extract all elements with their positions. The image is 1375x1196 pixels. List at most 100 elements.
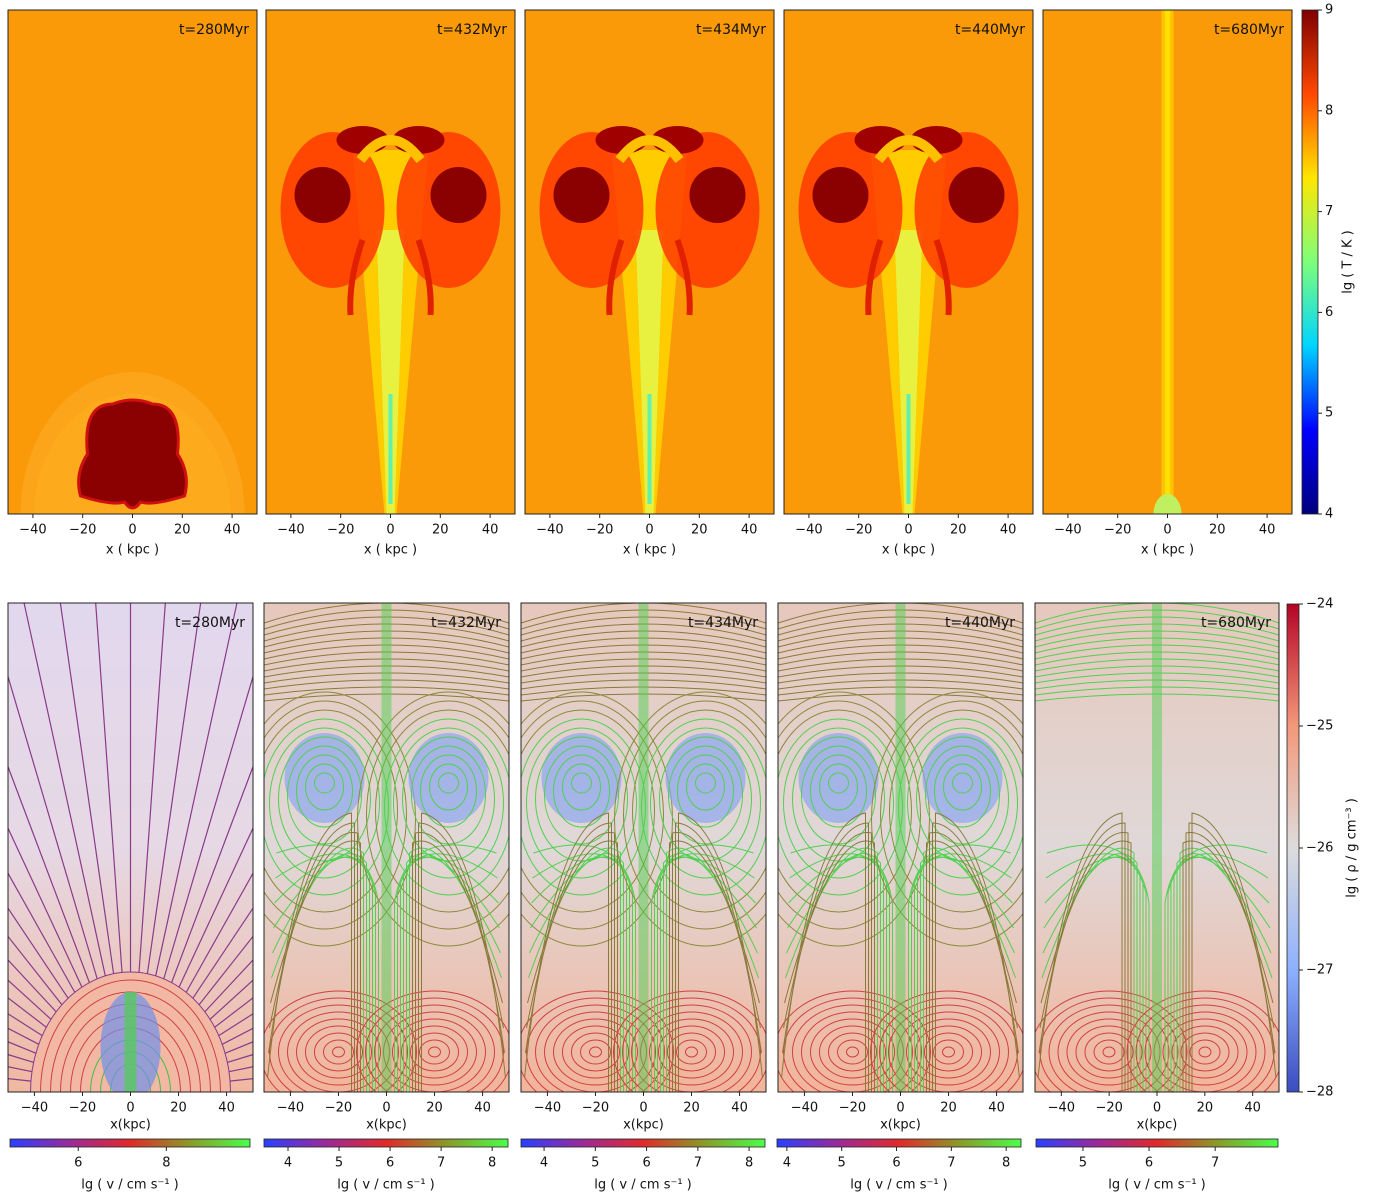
colorbar-tick-label: 6 bbox=[892, 1156, 900, 1171]
lobe-core bbox=[949, 167, 1005, 223]
colorbar-label: lg ( ρ / g cm⁻³ ) bbox=[1345, 798, 1360, 898]
hot-bubble bbox=[79, 400, 187, 508]
colorbar bbox=[521, 1139, 765, 1147]
lobe-core bbox=[813, 167, 869, 223]
jet-cold-core bbox=[907, 394, 911, 504]
panel-title: t=434Myr bbox=[696, 22, 766, 38]
colorbar bbox=[1287, 604, 1299, 1092]
colorbar-tick-label: 4 bbox=[540, 1156, 548, 1171]
panel-title: t=280Myr bbox=[179, 22, 249, 38]
colorbar-tick-label: 5 bbox=[335, 1156, 343, 1171]
colorbar-label: lg ( v / cm s⁻¹ ) bbox=[337, 1178, 435, 1193]
x-tick-label: −40 bbox=[277, 523, 304, 538]
colorbar-tick-label: 5 bbox=[1079, 1156, 1087, 1171]
lobe-core bbox=[295, 167, 351, 223]
colorbar-tick-label: −25 bbox=[1306, 719, 1333, 734]
x-tick-label: 0 bbox=[639, 1101, 647, 1116]
x-tick-label: −20 bbox=[845, 523, 872, 538]
x-tick-label: 0 bbox=[904, 523, 912, 538]
x-tick-label: −40 bbox=[1054, 523, 1081, 538]
field-map bbox=[491, 603, 797, 1113]
jet bbox=[125, 992, 137, 1092]
x-tick-label: 0 bbox=[1163, 523, 1171, 538]
x-axis-label: x ( kpc ) bbox=[106, 543, 159, 558]
colorbar-tick-label: 8 bbox=[162, 1156, 170, 1171]
x-tick-label: 0 bbox=[128, 523, 136, 538]
x-tick-label: 40 bbox=[224, 523, 241, 538]
colorbar-tick-label: 6 bbox=[642, 1156, 650, 1171]
jet bbox=[896, 603, 906, 1092]
colorbar-tick-label: 8 bbox=[745, 1156, 753, 1171]
colorbar-tick-label: 7 bbox=[694, 1156, 702, 1171]
x-axis-label: x ( kpc ) bbox=[882, 543, 935, 558]
x-tick-label: −40 bbox=[21, 1101, 48, 1116]
colorbar-tick-label: 6 bbox=[74, 1156, 82, 1171]
x-tick-label: −40 bbox=[19, 523, 46, 538]
colorbar bbox=[1302, 10, 1318, 514]
field-map bbox=[525, 10, 774, 514]
colorbar bbox=[264, 1139, 508, 1147]
x-tick-label: −40 bbox=[1048, 1101, 1075, 1116]
colorbar bbox=[777, 1139, 1021, 1147]
x-tick-label: 0 bbox=[382, 1101, 390, 1116]
x-tick-label: −20 bbox=[1104, 523, 1131, 538]
x-tick-label: −40 bbox=[534, 1101, 561, 1116]
x-tick-label: 0 bbox=[645, 523, 653, 538]
x-tick-label: 20 bbox=[940, 1101, 957, 1116]
colorbar-tick-label: 5 bbox=[838, 1156, 846, 1171]
panel-title: t=432Myr bbox=[437, 22, 507, 38]
colorbar-tick-label: 6 bbox=[1325, 305, 1333, 320]
x-tick-label: 40 bbox=[741, 523, 758, 538]
x-tick-label: −20 bbox=[69, 1101, 96, 1116]
colorbar-label: lg ( v / cm s⁻¹ ) bbox=[594, 1178, 692, 1193]
field-map bbox=[748, 603, 1054, 1113]
field-map bbox=[266, 10, 515, 514]
colorbar-tick-label: 4 bbox=[1325, 507, 1333, 522]
x-tick-label: −20 bbox=[586, 523, 613, 538]
lobe-core bbox=[554, 167, 610, 223]
field-map bbox=[234, 603, 540, 1113]
jet-cold-core bbox=[648, 394, 652, 504]
colorbar-tick-label: −24 bbox=[1306, 597, 1333, 612]
colorbar bbox=[10, 1139, 250, 1147]
x-tick-label: −40 bbox=[536, 523, 563, 538]
x-tick-label: 20 bbox=[691, 523, 708, 538]
x-tick-label: −40 bbox=[791, 1101, 818, 1116]
jet-core bbox=[1165, 10, 1170, 514]
x-tick-label: 0 bbox=[896, 1101, 904, 1116]
jet bbox=[382, 603, 392, 1092]
x-axis-label: x(kpc) bbox=[1137, 1118, 1178, 1133]
colorbar-tick-label: 7 bbox=[947, 1156, 955, 1171]
x-tick-label: −20 bbox=[327, 523, 354, 538]
field-map bbox=[784, 10, 1033, 514]
x-axis-label: x ( kpc ) bbox=[1141, 543, 1194, 558]
x-tick-label: 20 bbox=[170, 1101, 187, 1116]
x-axis-label: x(kpc) bbox=[623, 1118, 664, 1133]
colorbar-tick-label: 4 bbox=[284, 1156, 292, 1171]
x-tick-label: 20 bbox=[426, 1101, 443, 1116]
x-tick-label: −40 bbox=[795, 523, 822, 538]
panel-title: t=434Myr bbox=[688, 615, 758, 631]
colorbar-tick-label: 6 bbox=[1145, 1156, 1153, 1171]
panel-title: t=440Myr bbox=[955, 22, 1025, 38]
colorbar-tick-label: 9 bbox=[1325, 3, 1333, 18]
colorbar-tick-label: 5 bbox=[1325, 406, 1333, 421]
colorbar-tick-label: 6 bbox=[386, 1156, 394, 1171]
x-tick-label: −20 bbox=[839, 1101, 866, 1116]
x-axis-label: x ( kpc ) bbox=[364, 543, 417, 558]
colorbar-tick-label: −27 bbox=[1306, 963, 1333, 978]
x-tick-label: −20 bbox=[325, 1101, 352, 1116]
panel-title: t=680Myr bbox=[1214, 22, 1284, 38]
lobe-core bbox=[690, 167, 746, 223]
x-axis-label: x(kpc) bbox=[366, 1118, 407, 1133]
x-tick-label: 20 bbox=[950, 523, 967, 538]
x-axis-label: x ( kpc ) bbox=[623, 543, 676, 558]
colorbar-label: lg ( v / cm s⁻¹ ) bbox=[850, 1178, 948, 1193]
x-tick-label: 0 bbox=[386, 523, 394, 538]
panel-title: t=280Myr bbox=[175, 615, 245, 631]
panel-title: t=432Myr bbox=[431, 615, 501, 631]
colorbar-label: lg ( v / cm s⁻¹ ) bbox=[81, 1178, 179, 1193]
x-tick-label: 20 bbox=[1209, 523, 1226, 538]
x-tick-label: −20 bbox=[582, 1101, 609, 1116]
x-tick-label: 0 bbox=[126, 1101, 134, 1116]
